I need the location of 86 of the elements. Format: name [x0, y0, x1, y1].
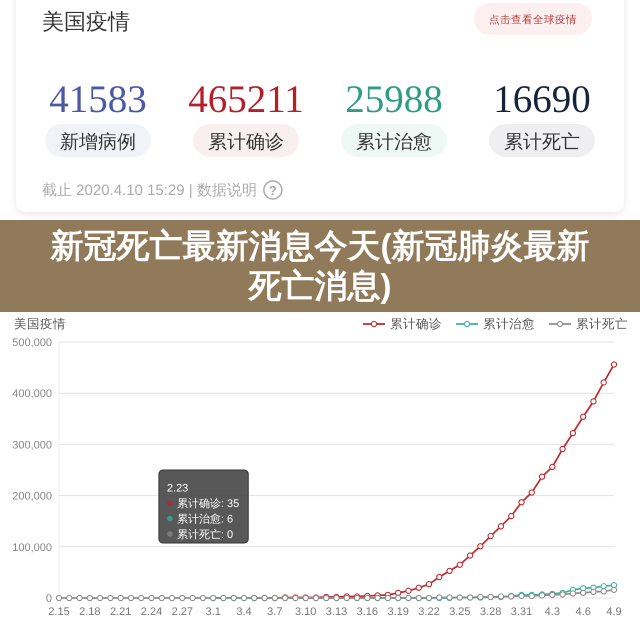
point — [200, 594, 206, 602]
chart-subtitle: 美国疫情 — [14, 316, 66, 331]
help-icon: ? — [263, 180, 283, 200]
y-tick-label: 400,000 — [12, 388, 52, 400]
point — [518, 499, 525, 506]
x-tick-label: 4.6 — [576, 606, 591, 618]
y-tick-label: 500,000 — [12, 337, 52, 349]
y-tick-label: 100,000 — [12, 542, 52, 554]
point — [570, 590, 576, 597]
category-label: 累计死亡 — [504, 131, 580, 153]
x-tick-label: 3.13 — [326, 606, 348, 618]
x-tick-label: 3.25 — [449, 606, 471, 618]
annotation: 2.23 累计确诊: 35 累计治愈: 6 累计死亡: 0 — [166, 482, 240, 541]
point — [580, 414, 586, 420]
legend-label: 累计确诊 — [390, 317, 442, 331]
y-tick-label: 200,000 — [12, 490, 52, 503]
point — [590, 588, 597, 596]
point — [66, 594, 72, 602]
x-tick-label: 3.4 — [236, 606, 252, 618]
point — [570, 430, 576, 436]
legend-label: 累计死亡 — [576, 316, 628, 331]
x-tick-label: 3.16 — [356, 606, 378, 618]
point — [148, 594, 155, 602]
text: 点击查看全球疫情 — [489, 13, 577, 26]
point — [158, 594, 165, 602]
x-tick-label: 2.21 — [110, 606, 132, 618]
x-tick-label: 3.28 — [480, 606, 502, 618]
x-tick-label: 3.1 — [206, 606, 221, 618]
x-tick-label: 3.10 — [294, 606, 316, 618]
x-tick-label: 3.19 — [387, 606, 409, 618]
point — [96, 594, 104, 602]
x-tick-label: 4.9 — [606, 606, 622, 618]
point — [179, 594, 186, 602]
point — [580, 590, 586, 596]
data-label: 465211 — [188, 78, 304, 121]
point — [590, 398, 597, 405]
point — [395, 590, 402, 596]
x-tick-label: 2.15 — [48, 606, 70, 618]
point — [600, 588, 607, 594]
category-label: 累计治愈 — [356, 132, 432, 153]
point — [56, 594, 62, 602]
point — [426, 581, 432, 588]
text: 截止 2020.4.10 15:29 | 数据说明 — [42, 182, 257, 199]
point — [456, 562, 463, 568]
point — [118, 594, 124, 602]
point — [446, 568, 453, 574]
x-tick-label: 4.3 — [544, 606, 560, 618]
point — [559, 446, 566, 452]
point — [549, 464, 556, 470]
x-tick-label: 2.24 — [140, 606, 162, 618]
point — [107, 594, 114, 602]
point — [168, 594, 176, 602]
point — [416, 584, 422, 591]
text: 美国疫情 — [42, 9, 130, 34]
chart-title: 新冠死亡最新消息今天(新冠肺炎最新死亡消息) — [50, 227, 590, 304]
point — [528, 489, 535, 496]
x-tick-label: 2.18 — [79, 606, 101, 618]
point — [600, 583, 607, 590]
category-label: 累计确诊 — [208, 132, 284, 153]
x-tick-label: 3.7 — [267, 606, 282, 618]
x-tick-label: 3.22 — [418, 606, 440, 618]
y-tick-label: 300,000 — [12, 439, 52, 452]
x-tick-label: 2.27 — [172, 606, 194, 618]
point — [508, 512, 514, 520]
point — [610, 586, 618, 593]
data-label: 25988 — [345, 78, 443, 121]
point — [138, 594, 144, 602]
point — [538, 474, 546, 480]
category-label: 新增病例 — [60, 131, 136, 153]
point — [498, 523, 504, 530]
data-label: 16690 — [493, 78, 591, 121]
x-tick-label: 3.31 — [510, 606, 532, 618]
point — [600, 379, 607, 386]
y-tick-label: 0 — [46, 593, 52, 605]
point — [436, 574, 442, 580]
data-label: 41583 — [49, 78, 147, 121]
point — [610, 361, 618, 368]
point — [128, 594, 134, 602]
point — [76, 594, 83, 602]
point — [477, 543, 484, 550]
legend-label: 累计治愈 — [483, 317, 535, 331]
point — [86, 594, 93, 602]
point — [405, 588, 412, 594]
point — [189, 594, 196, 602]
point — [466, 552, 474, 559]
point — [488, 532, 494, 540]
